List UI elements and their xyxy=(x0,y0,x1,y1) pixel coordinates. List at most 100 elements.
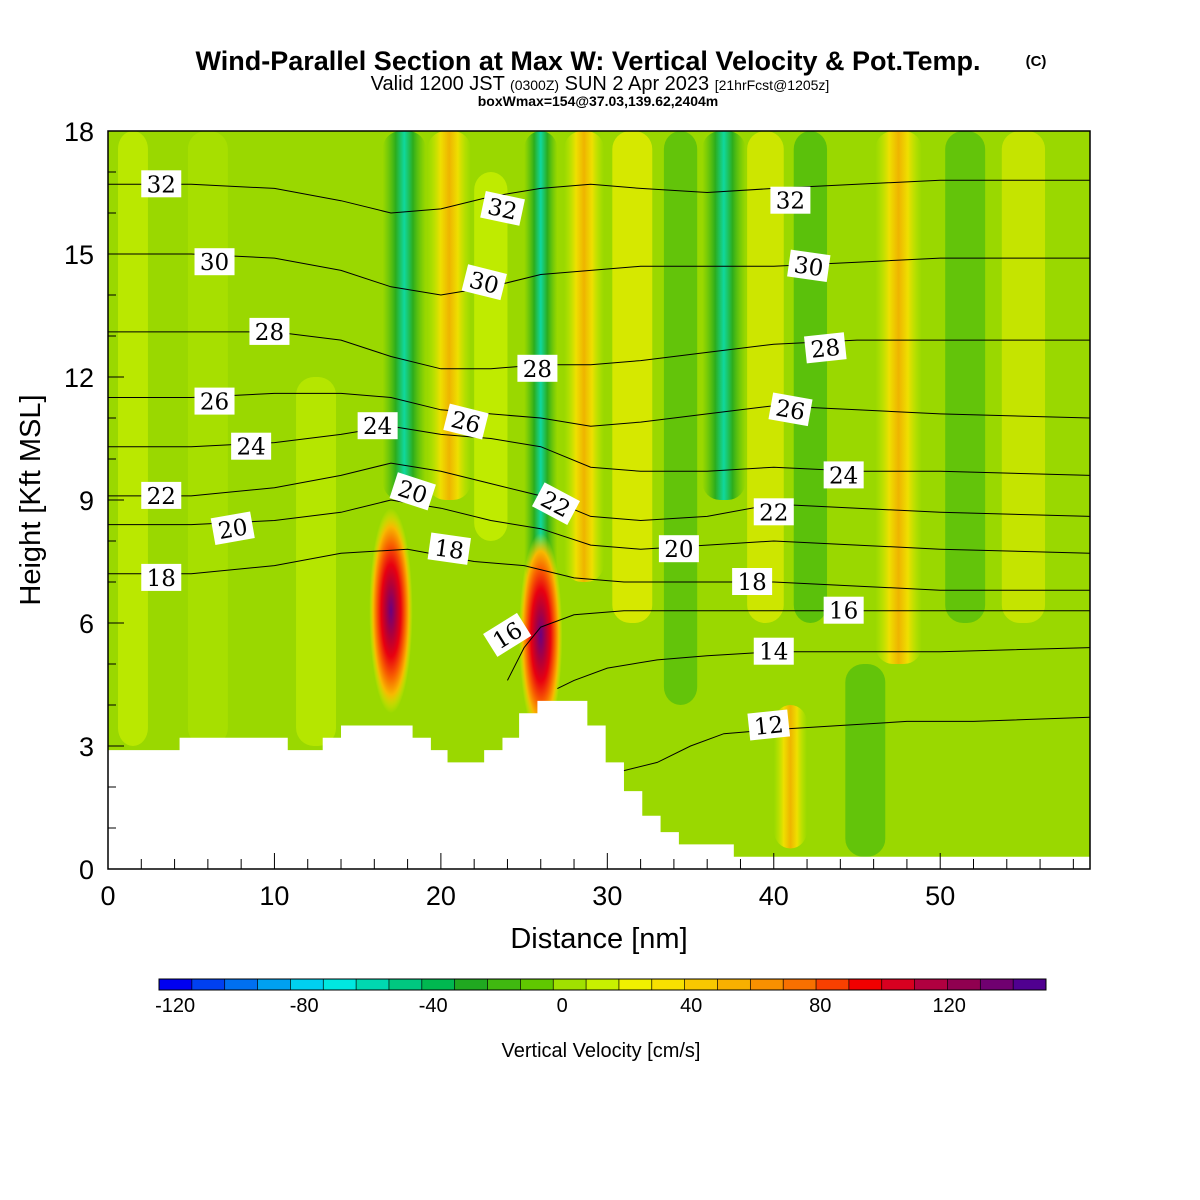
isentrope-label: 24 xyxy=(231,432,272,461)
svg-text:30: 30 xyxy=(792,252,825,282)
colorbar-swatch xyxy=(848,979,883,990)
svg-text:18: 18 xyxy=(737,570,766,596)
isentrope-label: 26 xyxy=(194,387,235,416)
copyright-mark: (C) xyxy=(1026,53,1047,70)
isentrope-line xyxy=(108,392,1090,427)
colorbar-tick-label: -120 xyxy=(155,995,195,1017)
isentrope-label: 30 xyxy=(787,249,831,282)
colorbar-swatch xyxy=(914,979,948,990)
updraft-core xyxy=(519,532,563,738)
colorbar-swatch xyxy=(159,979,193,990)
isentrope-label: 26 xyxy=(443,403,489,440)
valid-date: SUN 2 Apr 2023 xyxy=(565,73,710,95)
isentrope-line xyxy=(108,499,1090,554)
x-tick-label: 0 xyxy=(100,881,115,911)
colorbar-swatch xyxy=(191,979,226,990)
isentrope-line xyxy=(108,179,1090,214)
isentrope-label: 18 xyxy=(732,568,773,596)
y-tick-label: 3 xyxy=(79,732,94,762)
y-tick-label: 6 xyxy=(79,609,94,639)
chart-title: Wind-Parallel Section at Max W: Vertical… xyxy=(196,46,981,76)
isentrope-line xyxy=(507,610,1090,681)
colorbar-swatch xyxy=(454,979,489,990)
colorbar-swatch xyxy=(421,979,456,990)
colorbar-swatch xyxy=(553,979,587,990)
svg-text:12: 12 xyxy=(753,712,785,741)
colorbar-tick-label: -40 xyxy=(419,995,448,1017)
isentrope-label: 32 xyxy=(770,186,811,215)
isentrope-label: 22 xyxy=(141,481,182,510)
isentrope-label: 20 xyxy=(210,511,255,545)
colorbar-swatch xyxy=(586,979,620,990)
isentrope-label: 28 xyxy=(804,332,847,364)
isentrope-label: 24 xyxy=(823,461,864,489)
svg-text:18: 18 xyxy=(147,566,176,592)
colorbar-swatch xyxy=(816,979,850,990)
valid-prefix: Valid 1200 JST xyxy=(371,73,505,95)
isentrope-label: 28 xyxy=(517,354,558,383)
y-tick-label: 12 xyxy=(64,363,94,393)
colorbar-tick-label: -80 xyxy=(290,995,319,1017)
valid-forecast: [21hrFcst@1205z] xyxy=(715,77,830,93)
svg-text:14: 14 xyxy=(759,640,788,666)
isentrope-label: 14 xyxy=(753,637,794,666)
svg-text:20: 20 xyxy=(216,514,249,545)
x-tick-label: 40 xyxy=(759,881,789,911)
y-tick-label: 9 xyxy=(79,486,94,516)
isentrope-label: 18 xyxy=(427,532,471,565)
y-axis-label: Height [Kft MSL] xyxy=(15,394,47,605)
y-tick-label: 18 xyxy=(64,117,94,147)
colorbar-swatch xyxy=(257,979,291,990)
x-axis-label: Distance [nm] xyxy=(510,923,687,955)
svg-text:22: 22 xyxy=(759,500,788,526)
isentrope-label: 30 xyxy=(461,264,507,301)
colorbar-swatch xyxy=(750,979,784,990)
colorbar-swatch xyxy=(520,979,554,990)
svg-text:20: 20 xyxy=(664,537,693,563)
colorbar-swatch xyxy=(1013,979,1047,990)
svg-text:28: 28 xyxy=(523,357,552,383)
colorbar-swatch xyxy=(618,979,653,990)
colorbar-swatch xyxy=(684,979,718,990)
box-info: boxWmax=154@37.03,139.62,2404m xyxy=(478,93,719,109)
colorbar-swatch xyxy=(224,979,259,990)
colorbar-swatch xyxy=(487,979,521,990)
valid-time-line: Valid 1200 JST (0300Z) SUN 2 Apr 2023 [2… xyxy=(371,73,830,95)
colorbar: -120 -80 -40 0 40 80 120 xyxy=(155,978,1047,1017)
isentrope-label: 16 xyxy=(823,596,864,625)
colorbar-swatch xyxy=(717,979,751,990)
svg-text:16: 16 xyxy=(829,599,858,625)
updraft-core xyxy=(369,508,413,714)
y-axis: 0 3 6 9 12 15 18 xyxy=(64,117,124,885)
terrain xyxy=(108,700,1090,869)
colorbar-swatch xyxy=(651,979,686,990)
isentrope-label: 24 xyxy=(357,412,398,440)
isentrope-label: 26 xyxy=(768,392,813,426)
isentrope-label: 18 xyxy=(141,563,182,592)
svg-text:32: 32 xyxy=(776,189,805,215)
y-tick-label: 0 xyxy=(79,855,94,885)
svg-text:18: 18 xyxy=(433,535,466,565)
colorbar-label: Vertical Velocity [cm/s] xyxy=(502,1040,701,1062)
isentrope-label: 32 xyxy=(141,170,182,198)
svg-text:26: 26 xyxy=(200,390,229,416)
isentrope-label: 30 xyxy=(194,248,235,276)
svg-text:26: 26 xyxy=(774,395,807,426)
isentrope-line xyxy=(108,548,1090,591)
x-tick-label: 10 xyxy=(259,881,289,911)
colorbar-swatch xyxy=(290,979,324,990)
colorbar-swatch xyxy=(881,979,916,990)
updraft-cores xyxy=(369,508,563,738)
isentrope-line xyxy=(557,647,1090,690)
x-tick-label: 30 xyxy=(592,881,622,911)
colorbar-swatch xyxy=(356,979,390,990)
colorbar-tick-label: 120 xyxy=(933,995,966,1017)
colorbar-swatch xyxy=(947,979,981,990)
svg-text:24: 24 xyxy=(829,463,858,489)
colorbar-tick-label: 80 xyxy=(809,995,831,1017)
isentrope-label: 20 xyxy=(658,535,699,563)
svg-text:24: 24 xyxy=(236,435,265,461)
